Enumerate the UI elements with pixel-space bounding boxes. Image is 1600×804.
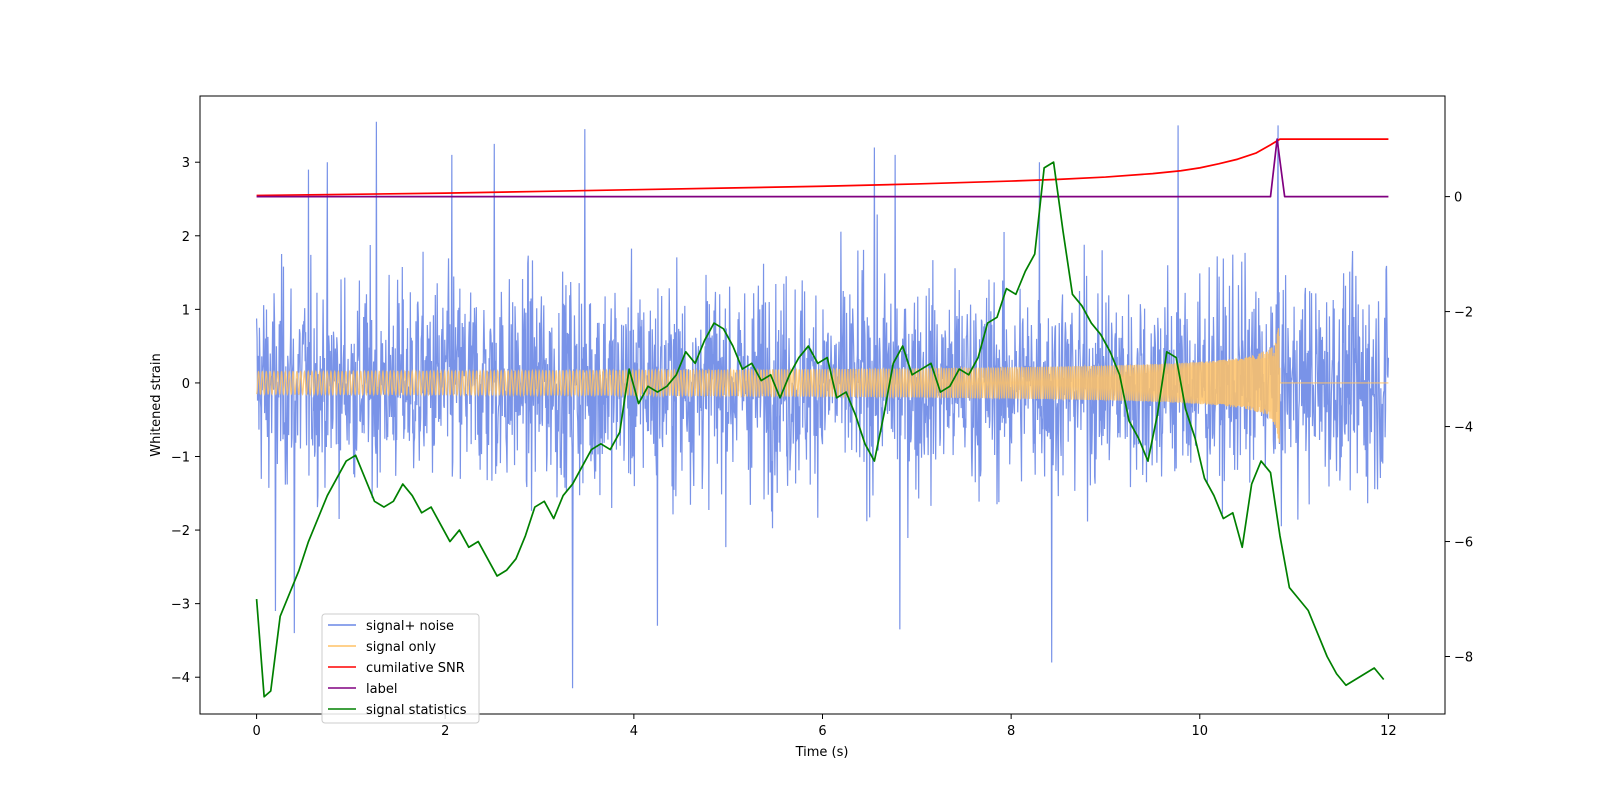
y-tick-label: 1: [182, 303, 190, 318]
y2-tick-label: −6: [1454, 536, 1473, 551]
series-label: [256, 138, 1389, 198]
series-signal-only: [256, 328, 1389, 443]
legend-label-signal-statistics: signal statistics: [366, 703, 467, 718]
y2-tick-label: −8: [1454, 651, 1473, 666]
y2-tick-label: −4: [1454, 421, 1473, 436]
y-tick-label: −2: [171, 524, 190, 539]
x-tick-label: 12: [1380, 724, 1397, 739]
series-signal-noise: [255, 121, 1390, 689]
series-signal-statistics: [255, 161, 1385, 698]
series-cumulative-snr: [256, 138, 1389, 197]
x-tick-label: 6: [818, 724, 826, 739]
y-tick-label: −4: [171, 671, 190, 686]
legend-label-label: label: [366, 682, 397, 697]
y2-tick-label: 0: [1454, 191, 1462, 206]
legend-label-signal-noise: signal+ noise: [366, 619, 454, 634]
legend-label-signal-only: signal only: [366, 640, 436, 655]
legend-label-cumulative-snr: cumilative SNR: [366, 661, 465, 676]
y-tick-label: −1: [171, 451, 190, 466]
x-tick-label: 8: [1007, 724, 1015, 739]
legend: signal+ noise signal only cumilative SNR…: [321, 613, 480, 724]
y-tick-label: 0: [182, 377, 190, 392]
legend-box: [321, 613, 480, 724]
y-tick-label: −3: [171, 598, 190, 613]
y2-tick-label: −2: [1454, 306, 1473, 321]
x-tick-label: 4: [630, 724, 638, 739]
y-axis-label: Whitened strain: [149, 353, 164, 456]
x-tick-label: 2: [441, 724, 449, 739]
y-tick-label: 3: [182, 156, 190, 171]
x-tick-label: 10: [1191, 724, 1208, 739]
x-tick-label: 0: [252, 724, 260, 739]
x-axis-label: Time (s): [795, 745, 849, 760]
y-tick-label: 2: [182, 230, 190, 245]
